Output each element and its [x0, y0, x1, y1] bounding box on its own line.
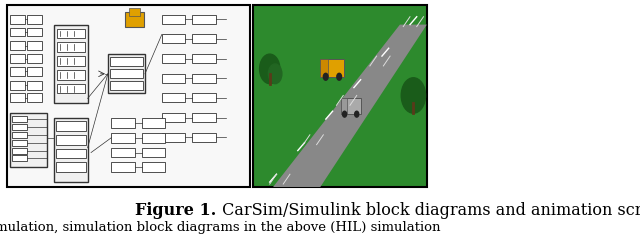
Bar [111, 133, 135, 143]
Bar [125, 12, 143, 27]
Bar [162, 133, 186, 142]
Circle shape [355, 111, 359, 117]
Bar [54, 25, 88, 103]
Bar [10, 81, 25, 90]
Bar [162, 15, 186, 24]
Bar [10, 113, 47, 167]
Bar [320, 59, 328, 77]
Bar [57, 56, 85, 66]
Bar [10, 67, 25, 76]
Bar [111, 162, 135, 172]
Bar [10, 93, 25, 102]
Bar [192, 34, 216, 43]
Bar [54, 118, 88, 182]
Bar [27, 41, 42, 50]
Circle shape [401, 78, 426, 113]
Bar [110, 81, 143, 90]
Bar [192, 74, 216, 83]
Bar [141, 133, 165, 143]
Bar [12, 155, 27, 161]
Text: imulation, simulation block diagrams in the above (HIL) simulation: imulation, simulation block diagrams in … [0, 221, 440, 234]
Bar [253, 5, 427, 44]
Bar [12, 132, 27, 138]
Bar [111, 148, 135, 157]
Bar [162, 93, 186, 102]
Circle shape [260, 54, 280, 84]
Bar [57, 70, 85, 80]
Bar [162, 54, 186, 63]
Text: Figure 1.: Figure 1. [134, 202, 216, 219]
Bar [7, 5, 250, 187]
Bar [27, 54, 42, 63]
Bar [141, 118, 165, 128]
Bar [320, 59, 344, 77]
Bar [27, 81, 42, 90]
Bar [10, 27, 25, 36]
Bar [56, 135, 86, 145]
Bar [141, 162, 165, 172]
Bar [253, 5, 427, 187]
Bar [162, 113, 186, 122]
Bar [27, 93, 42, 102]
Circle shape [342, 111, 347, 117]
Text: CarSim/Simulink block diagrams and animation screen: CarSim/Simulink block diagrams and anima… [217, 202, 640, 219]
Circle shape [268, 64, 282, 84]
Bar [12, 124, 27, 130]
Bar [56, 121, 86, 131]
Bar [10, 41, 25, 50]
Bar [10, 15, 25, 24]
Bar [192, 54, 216, 63]
Bar [129, 8, 140, 16]
Bar [10, 54, 25, 63]
Bar [192, 113, 216, 122]
Bar [108, 54, 145, 93]
Bar [141, 148, 165, 157]
Circle shape [337, 73, 342, 80]
Bar [57, 84, 85, 93]
Bar [162, 34, 186, 43]
Bar [111, 118, 135, 128]
Bar [192, 133, 216, 142]
Bar [57, 42, 85, 52]
Bar [27, 27, 42, 36]
Bar [27, 67, 42, 76]
Bar [192, 93, 216, 102]
Bar [192, 15, 216, 24]
Bar [12, 148, 27, 154]
Bar [340, 98, 348, 114]
Circle shape [323, 73, 328, 80]
Polygon shape [273, 25, 427, 187]
Bar [162, 74, 186, 83]
Bar [12, 116, 27, 122]
Bar [27, 15, 42, 24]
Bar [57, 28, 85, 38]
Bar [56, 162, 86, 172]
Bar [340, 98, 361, 114]
Bar [110, 57, 143, 66]
Bar [110, 69, 143, 78]
Bar [56, 149, 86, 159]
Bar [12, 140, 27, 146]
Bar [253, 5, 427, 187]
